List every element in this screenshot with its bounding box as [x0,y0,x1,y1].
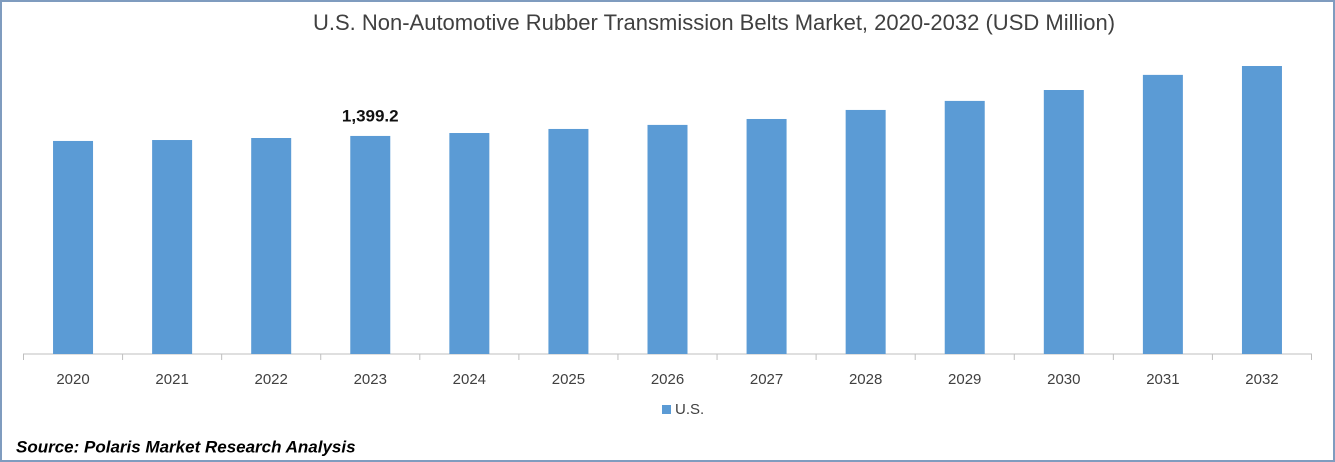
bar [1043,90,1084,354]
x-tick-label: 2026 [651,371,684,388]
x-tick-label: 2023 [354,371,387,388]
x-tick-label: 2028 [849,371,882,388]
x-tick-label: 2030 [1047,371,1080,388]
bar [449,133,490,354]
bar [152,140,193,354]
x-tick-label: 2032 [1245,371,1278,388]
x-tick-label: 2027 [750,371,783,388]
x-tick-label: 2024 [453,371,486,388]
x-tick-label: 2022 [255,371,288,388]
source: Source: Polaris Market Research Analysis [16,437,356,456]
chart-title: U.S. Non-Automotive Rubber Transmission … [313,10,1115,35]
legend-swatch [662,405,671,414]
bar [845,109,886,354]
bar [350,135,391,354]
bar [1241,66,1282,354]
bar [746,118,787,354]
bar [944,100,985,354]
bar [1142,74,1183,354]
bar [251,138,292,354]
bar [647,124,688,354]
x-tick-label: 2029 [948,371,981,388]
bar [548,128,589,354]
x-tick-label: 2031 [1146,371,1179,388]
value-label: 1,399.2 [342,106,399,125]
x-tick-label: 2025 [552,371,585,388]
x-tick-label: 2021 [155,371,188,388]
bar [53,140,94,354]
x-tick-label: 2020 [56,371,89,388]
legend-label: U.S. [675,401,704,418]
